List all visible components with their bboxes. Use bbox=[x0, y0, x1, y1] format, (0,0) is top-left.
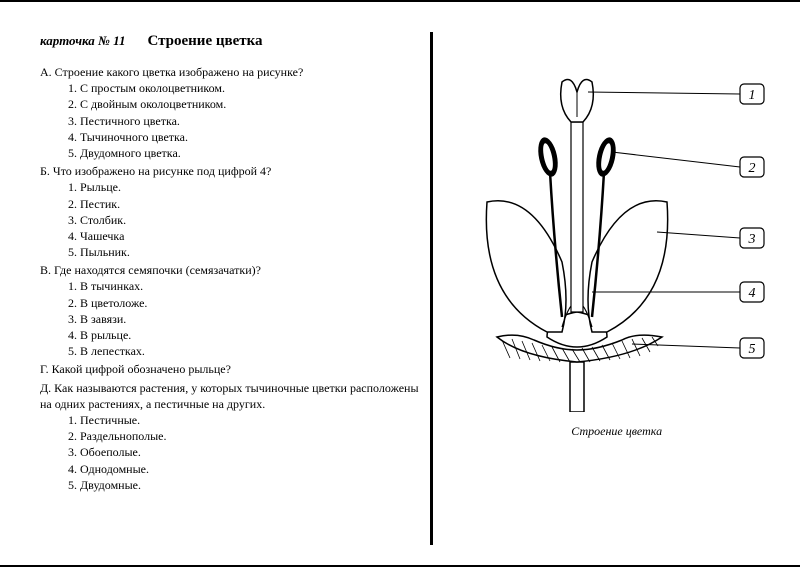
options: 1. В тычинках.2. В цветоложе.3. В завязи… bbox=[40, 278, 420, 359]
option: 3. В завязи. bbox=[68, 311, 420, 327]
page: карточка № 11 Строение цветка А. Строени… bbox=[0, 0, 800, 567]
option: 2. Пестик. bbox=[68, 196, 420, 212]
option: 5. Пыльник. bbox=[68, 244, 420, 260]
option: 4. Чашечка bbox=[68, 228, 420, 244]
option: 2. В цветоложе. bbox=[68, 295, 420, 311]
question: Д. Как называются растения, у которых ты… bbox=[40, 380, 420, 412]
question: А. Строение какого цветка изображено на … bbox=[40, 64, 420, 80]
options: 1. Рыльце.2. Пестик.3. Столбик.4. Чашечк… bbox=[40, 179, 420, 260]
option: 4. Однодомные. bbox=[68, 461, 420, 477]
option: 1. Рыльце. bbox=[68, 179, 420, 195]
option: 2. Раздельнополые. bbox=[68, 428, 420, 444]
question: Б. Что изображено на рисунке под цифрой … bbox=[40, 163, 420, 179]
option: 1. Пестичные. bbox=[68, 412, 420, 428]
option: 1. В тычинках. bbox=[68, 278, 420, 294]
title: Строение цветка bbox=[147, 33, 262, 49]
option: 5. В лепестках. bbox=[68, 343, 420, 359]
option: 2. С двойным околоцветником. bbox=[68, 96, 420, 112]
left-column: карточка № 11 Строение цветка А. Строени… bbox=[20, 32, 430, 545]
option: 3. Обоеполые. bbox=[68, 444, 420, 460]
option: 5. Двудомные. bbox=[68, 477, 420, 493]
flower-diagram: 1 2 3 4 5 bbox=[462, 62, 772, 412]
svg-text:3: 3 bbox=[747, 232, 755, 247]
option: 3. Столбик. bbox=[68, 212, 420, 228]
options: 1. Пестичные.2. Раздельнополые.3. Обоепо… bbox=[40, 412, 420, 493]
option: 4. Тычиночного цветка. bbox=[68, 129, 420, 145]
right-column: 1 2 3 4 5 Строение цветка bbox=[430, 32, 780, 545]
diagram-caption: Строение цветка bbox=[571, 424, 662, 439]
svg-text:1: 1 bbox=[748, 88, 755, 103]
option: 4. В рыльце. bbox=[68, 327, 420, 343]
card-label: карточка № 11 bbox=[40, 33, 125, 48]
option: 3. Пестичного цветка. bbox=[68, 113, 420, 129]
option: 1. С простым околоцветником. bbox=[68, 80, 420, 96]
svg-text:2: 2 bbox=[748, 161, 755, 176]
questions-block: А. Строение какого цветка изображено на … bbox=[40, 64, 420, 493]
svg-text:4: 4 bbox=[748, 286, 755, 301]
question: Г. Какой цифрой обозначено рыльце? bbox=[40, 361, 420, 377]
header: карточка № 11 Строение цветка bbox=[40, 32, 420, 50]
question: В. Где находятся семяпочки (семязачатки)… bbox=[40, 262, 420, 278]
option: 5. Двудомного цветка. bbox=[68, 145, 420, 161]
options: 1. С простым околоцветником.2. С двойным… bbox=[40, 80, 420, 161]
svg-text:5: 5 bbox=[748, 342, 755, 357]
